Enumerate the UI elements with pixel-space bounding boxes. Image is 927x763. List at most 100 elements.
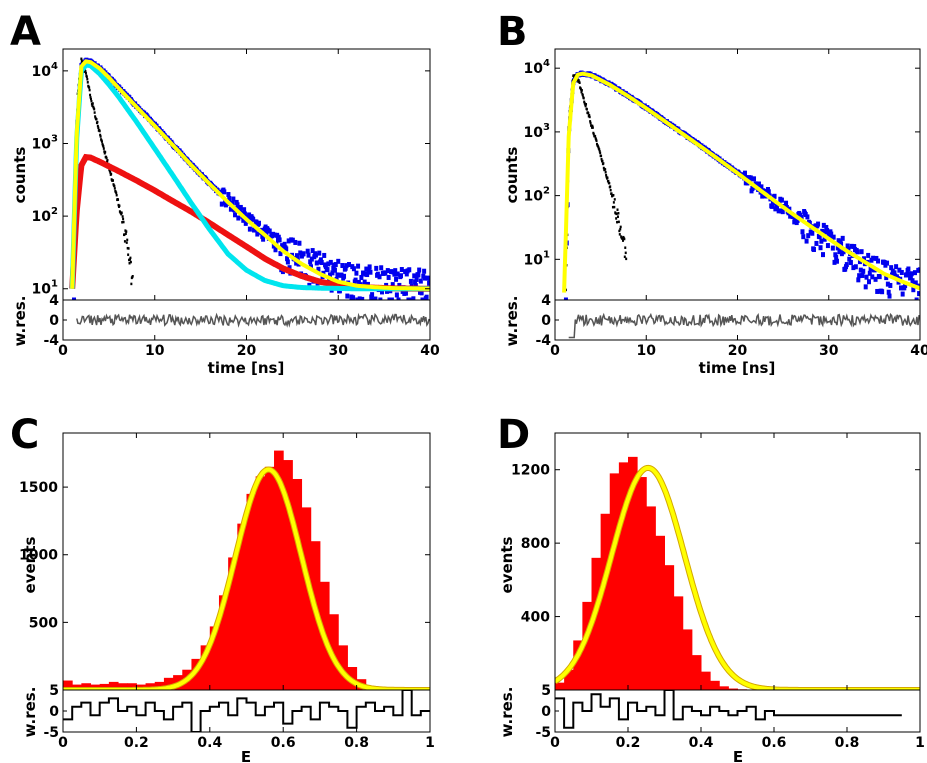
data-point <box>355 297 360 300</box>
data-point <box>223 202 228 208</box>
data-point <box>328 259 333 265</box>
panel-d-ylabel: events <box>498 536 516 593</box>
irf-point <box>99 133 102 137</box>
irf-point <box>605 173 608 177</box>
residual-tick-label: 4 <box>49 293 59 309</box>
irf-point <box>130 282 133 286</box>
residual-tick-label: 0 <box>541 704 551 720</box>
data-point <box>384 288 389 294</box>
residual-area <box>63 312 430 328</box>
data-point <box>903 283 908 289</box>
data-point <box>356 263 361 269</box>
data-point <box>904 272 909 278</box>
irf-point <box>91 102 94 105</box>
data-point <box>805 214 810 220</box>
data-point <box>327 272 332 278</box>
data-point <box>236 215 241 221</box>
data-point <box>238 204 243 210</box>
data-point <box>912 270 917 276</box>
data-point <box>285 256 290 262</box>
x-tick-label: 0.4 <box>689 735 714 751</box>
histogram-bar <box>701 671 711 690</box>
irf-point <box>616 220 619 224</box>
data-point <box>900 291 905 297</box>
data-point <box>856 277 861 283</box>
data-point <box>917 291 920 297</box>
x-tick-label: 20 <box>237 343 257 359</box>
irf-point <box>613 205 616 209</box>
irf-point <box>595 139 598 142</box>
irf-point <box>105 156 108 160</box>
irf-point <box>602 162 605 165</box>
data-point <box>844 262 849 268</box>
data-point <box>389 269 394 275</box>
data-point <box>362 279 367 285</box>
histogram-bar <box>292 478 303 690</box>
irf-point <box>121 215 124 218</box>
data-point <box>417 267 422 273</box>
data-point <box>411 296 416 300</box>
data-point <box>425 275 430 281</box>
data-point <box>316 266 321 272</box>
x-tick-label: 10 <box>145 343 165 359</box>
data-point <box>389 297 394 300</box>
irf-point <box>97 126 100 130</box>
histogram-bar <box>628 456 638 690</box>
data-point <box>853 264 858 270</box>
x-tick-label: 20 <box>728 343 748 359</box>
residual-step-trace <box>555 690 902 729</box>
histogram-bar <box>691 655 702 690</box>
data-point <box>252 227 257 233</box>
irf-point <box>109 171 112 174</box>
data-point <box>72 297 77 300</box>
irf-point <box>123 233 126 236</box>
irf-point <box>610 192 613 195</box>
data-point <box>260 233 265 239</box>
irf-point <box>98 129 101 133</box>
data-point <box>368 269 373 275</box>
irf-point <box>616 215 619 218</box>
irf-point <box>127 247 130 250</box>
x-tick-label: 0 <box>550 735 560 751</box>
irf-point <box>110 172 113 176</box>
data-point <box>247 226 252 232</box>
irf-point <box>581 94 584 97</box>
irf-point <box>112 179 115 182</box>
data-point <box>290 237 295 243</box>
x-tick-label: 0.2 <box>124 735 149 751</box>
y-tick-label: 1000 <box>19 548 58 564</box>
data-point <box>325 267 330 273</box>
data-point <box>833 252 838 258</box>
histogram-bar <box>329 614 339 690</box>
histogram-bar <box>591 557 602 690</box>
histogram-bar <box>108 681 119 690</box>
irf-point <box>86 78 89 81</box>
data-point <box>914 297 919 300</box>
data-point <box>365 272 370 278</box>
irf-point <box>580 89 583 92</box>
data-point <box>418 278 423 284</box>
data-point <box>394 292 399 298</box>
irf-point <box>88 88 91 92</box>
irf-point <box>600 154 603 158</box>
data-point <box>227 196 232 202</box>
fit-curve <box>70 59 430 291</box>
panel-label-b: B <box>497 9 528 55</box>
data-point <box>894 264 899 270</box>
irf-point <box>88 86 91 89</box>
data-point <box>326 261 331 267</box>
data-point <box>756 181 761 187</box>
histogram-bar <box>200 645 211 690</box>
data-point <box>357 296 362 300</box>
data-point <box>784 200 789 206</box>
data-point <box>909 271 914 277</box>
data-point <box>272 232 277 238</box>
histogram-bar <box>682 629 693 690</box>
irf-point <box>96 124 99 128</box>
irf-point <box>583 100 586 104</box>
data-point <box>766 189 771 195</box>
data-point <box>336 258 341 264</box>
histogram-bar <box>283 460 293 690</box>
data-point <box>834 254 839 260</box>
histogram-bar <box>573 640 583 690</box>
